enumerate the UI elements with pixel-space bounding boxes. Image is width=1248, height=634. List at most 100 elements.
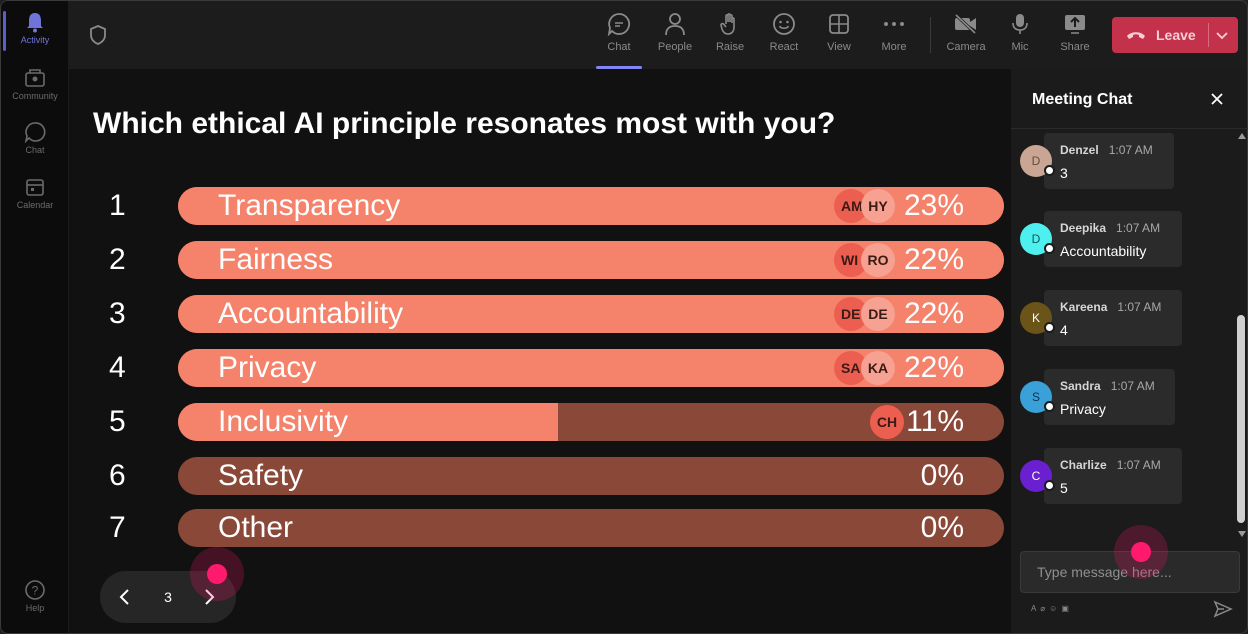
rail-item-help[interactable]: ? Help <box>1 579 69 613</box>
poll-option-row: 7 Other 0% <box>69 509 1011 547</box>
toolbar-more-button[interactable]: More <box>869 11 919 63</box>
sender-name: Deepika <box>1060 221 1106 235</box>
option-number: 5 <box>109 403 129 441</box>
sender-avatar[interactable]: C <box>1020 460 1052 492</box>
toolbar-label: React <box>770 41 799 53</box>
option-label: Fairness <box>218 241 333 279</box>
presence-status-icon <box>1044 401 1055 412</box>
toolbar-people-button[interactable]: People <box>650 11 700 63</box>
sender-avatar[interactable]: K <box>1020 302 1052 334</box>
leave-button[interactable]: Leave <box>1112 17 1238 53</box>
message-time: 1:07 AM <box>1117 300 1161 314</box>
voter-avatar: RO <box>861 243 895 277</box>
attach-icon[interactable]: ⌀ <box>1040 604 1045 613</box>
option-bar: Inclusivity 11% CH <box>178 403 1004 441</box>
message-time: 1:07 AM <box>1109 143 1153 157</box>
voter-avatar: CH <box>870 405 904 439</box>
avatar-initial: D <box>1032 154 1041 168</box>
option-bar: Privacy 22% SA KA <box>178 349 1004 387</box>
people-icon <box>664 11 686 37</box>
rail-item-calendar[interactable]: Calendar <box>1 176 69 210</box>
toolbar-react-button[interactable]: React <box>759 11 809 63</box>
toolbar-label: Raise <box>716 41 744 53</box>
scroll-up-arrow-icon[interactable] <box>1238 133 1246 139</box>
toolbar-raise-button[interactable]: Raise <box>705 11 755 63</box>
chat-message[interactable]: Deepika 1:07 AM Accountability <box>1044 211 1182 267</box>
option-percent: 0% <box>921 457 964 495</box>
svg-text:?: ? <box>32 584 39 598</box>
sender-avatar[interactable]: D <box>1020 223 1052 255</box>
chat-message[interactable]: Sandra 1:07 AM Privacy <box>1044 369 1175 425</box>
option-bar: Transparency 23% AM HY <box>178 187 1004 225</box>
help-icon: ? <box>24 579 46 601</box>
chat-message[interactable]: Denzel 1:07 AM 3 <box>1044 133 1174 189</box>
option-percent: 22% <box>904 349 964 387</box>
sender-name: Charlize <box>1060 458 1107 472</box>
toolbar-label: Chat <box>607 41 630 53</box>
calendar-icon <box>24 176 46 198</box>
meeting-chat-panel: Meeting Chat Denzel 1:07 AM 3 D Deepika 1:07 … <box>1011 69 1248 634</box>
raise-hand-icon <box>719 11 741 37</box>
toolbar-label: Mic <box>1011 41 1028 53</box>
message-text: 5 <box>1060 480 1166 496</box>
leave-split-divider <box>1208 23 1209 47</box>
sender-avatar[interactable]: S <box>1020 381 1052 413</box>
toolbar-mic-button[interactable]: Mic <box>995 11 1045 63</box>
message-text: Accountability <box>1060 243 1166 259</box>
sender-name: Kareena <box>1060 300 1107 314</box>
rail-item-activity[interactable]: Activity <box>1 11 69 45</box>
shield-icon[interactable] <box>89 25 107 50</box>
option-bar: Other 0% <box>178 509 1004 547</box>
presence-status-icon <box>1044 243 1055 254</box>
scroll-down-arrow-icon[interactable] <box>1238 531 1246 537</box>
chevron-left-icon[interactable] <box>118 587 132 612</box>
chat-message[interactable]: Kareena 1:07 AM 4 <box>1044 290 1182 346</box>
emoji-icon[interactable]: ☺ <box>1049 604 1057 613</box>
poll-option-row: 2 Fairness 22% WI RO <box>69 241 1011 279</box>
poll-option-row: 4 Privacy 22% SA KA <box>69 349 1011 387</box>
app-rail: Activity Community Chat Calendar ? Help <box>1 1 69 634</box>
sender-avatar[interactable]: D <box>1020 145 1052 177</box>
option-percent: 22% <box>904 241 964 279</box>
rail-label: Help <box>26 603 45 613</box>
meeting-toolbar: Chat People Raise React View <box>69 1 1248 69</box>
avatar-initial: S <box>1032 390 1040 404</box>
toolbar-camera-button[interactable]: Camera <box>941 11 991 63</box>
poll-option-row: 5 Inclusivity 11% CH <box>69 403 1011 441</box>
message-time: 1:07 AM <box>1116 221 1160 235</box>
poll-option-row: 3 Accountability 22% DE DE <box>69 295 1011 333</box>
rail-item-community[interactable]: Community <box>1 67 69 101</box>
view-grid-icon <box>828 11 850 37</box>
rail-label: Calendar <box>17 200 54 210</box>
rail-label: Community <box>12 91 58 101</box>
click-indicator <box>1114 525 1168 579</box>
chat-title: Meeting Chat <box>1032 91 1132 109</box>
leave-label: Leave <box>1156 27 1196 43</box>
more-icon <box>883 11 905 37</box>
send-icon[interactable] <box>1213 600 1233 623</box>
option-label: Privacy <box>218 349 316 387</box>
option-percent: 22% <box>904 295 964 333</box>
toolbar-label: Camera <box>946 41 985 53</box>
close-icon[interactable] <box>1210 92 1224 111</box>
chat-scrollbar[interactable] <box>1233 129 1248 541</box>
presence-status-icon <box>1044 322 1055 333</box>
community-icon <box>24 67 46 89</box>
compose-toolbar: A ⌀ ☺ ▣ <box>1031 604 1069 613</box>
rail-item-chat[interactable]: Chat <box>1 121 69 155</box>
poll-results-panel: Which ethical AI principle resonates mos… <box>69 69 1011 634</box>
chat-icon <box>24 121 46 143</box>
rail-label: Activity <box>21 35 50 45</box>
option-number: 4 <box>109 349 129 387</box>
poll-option-row: 1 Transparency 23% AM HY <box>69 187 1011 225</box>
toolbar-share-button[interactable]: Share <box>1050 11 1100 63</box>
format-icon[interactable]: A <box>1031 604 1036 613</box>
scroll-thumb[interactable] <box>1237 315 1245 523</box>
toolbar-chat-button[interactable]: Chat <box>594 11 644 63</box>
gif-icon[interactable]: ▣ <box>1061 604 1069 613</box>
chat-message[interactable]: Charlize 1:07 AM 5 <box>1044 448 1182 504</box>
option-number: 6 <box>109 457 129 495</box>
toolbar-view-button[interactable]: View <box>814 11 864 63</box>
chevron-down-icon[interactable] <box>1215 26 1229 47</box>
option-label: Inclusivity <box>218 403 348 441</box>
